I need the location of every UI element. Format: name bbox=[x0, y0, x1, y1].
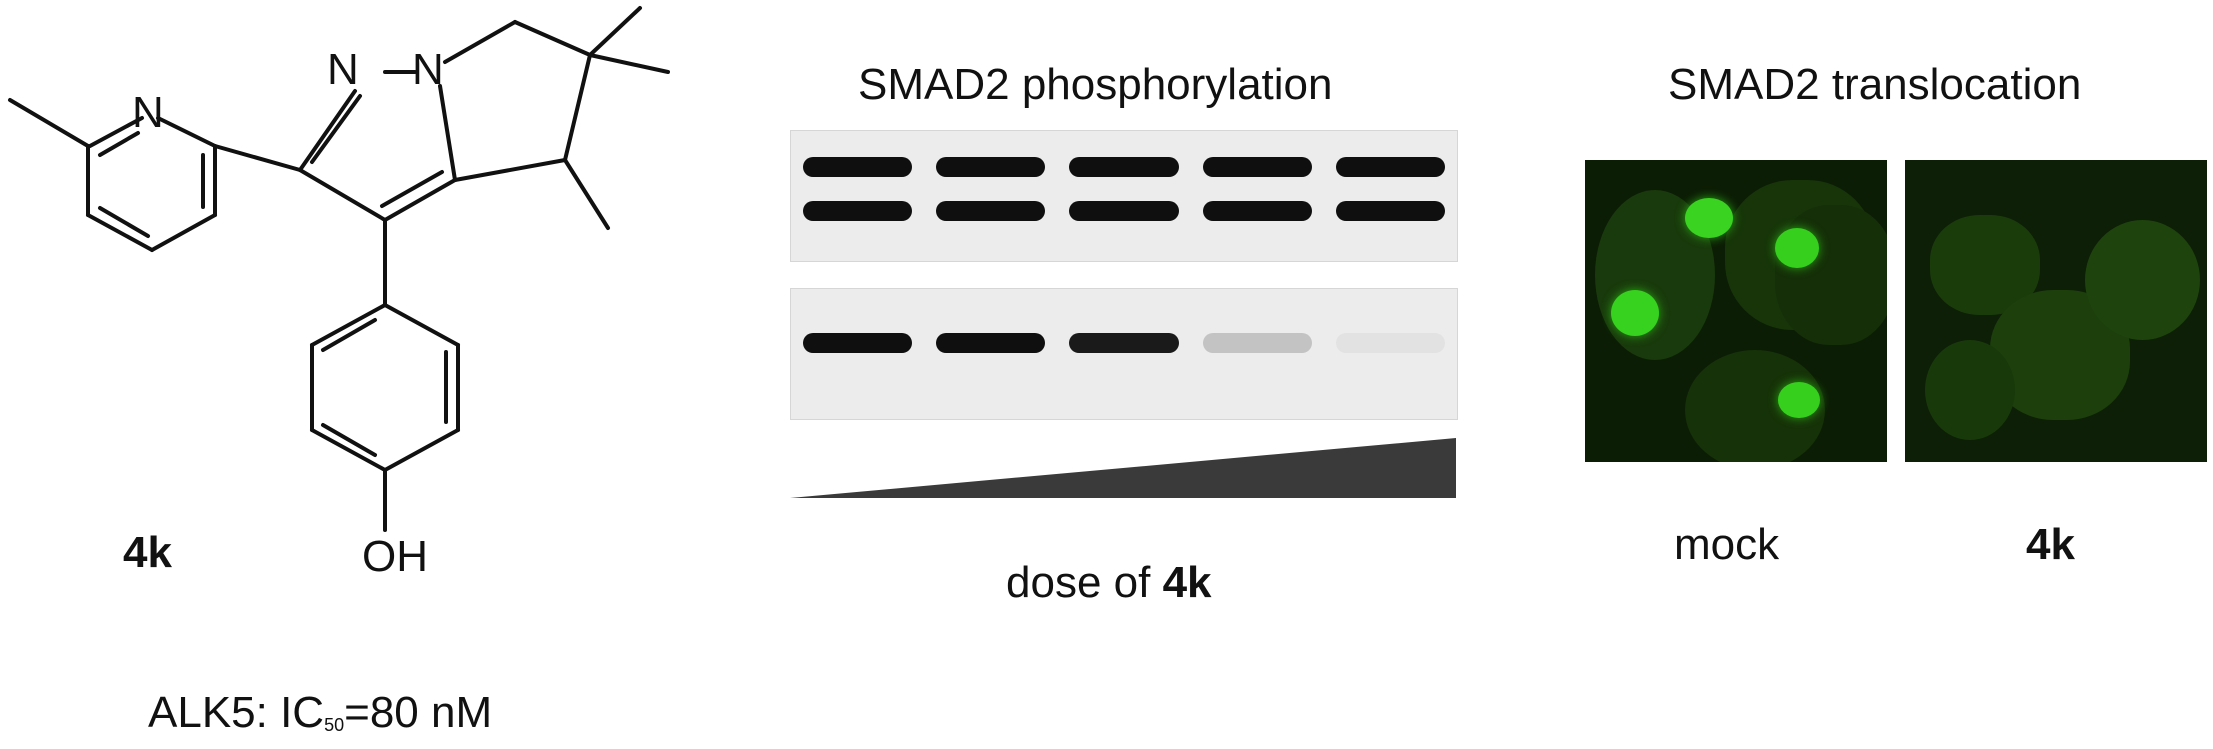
nucleus-3 bbox=[1611, 290, 1659, 336]
bottom-band-lane-1 bbox=[803, 333, 913, 353]
atom-label-n-pyridine: N bbox=[132, 88, 164, 137]
chemical-structure bbox=[8, 6, 670, 532]
atom-label-n-pyrazole-2: N bbox=[412, 45, 444, 94]
bottom-band-row bbox=[791, 289, 1457, 419]
ic50-prefix: ALK5: IC bbox=[148, 688, 325, 737]
top-band-lane-3-row-2 bbox=[1069, 201, 1179, 221]
top-band-lane-5-row-2 bbox=[1335, 201, 1445, 221]
nucleus-4 bbox=[1778, 382, 1820, 418]
nucleus-1 bbox=[1685, 198, 1733, 238]
dose-compound: 4k bbox=[1162, 558, 1212, 607]
blot-panel-bottom bbox=[790, 288, 1458, 420]
top-band-lane-4-row-2 bbox=[1202, 201, 1312, 221]
top-band-lane-1-row-1 bbox=[803, 157, 913, 177]
ic50-subscript: 50 bbox=[324, 715, 345, 735]
compound-label: 4k bbox=[123, 528, 172, 577]
panel-label-mock: mock bbox=[1674, 520, 1780, 569]
nucleus-2 bbox=[1775, 228, 1819, 268]
bottom-band-lane-5 bbox=[1335, 333, 1445, 353]
micrograph-mock bbox=[1585, 160, 1887, 462]
bottom-band-lane-2 bbox=[936, 333, 1046, 353]
micrograph-4k bbox=[1905, 160, 2207, 462]
top-band-lane-2-row-1 bbox=[936, 157, 1046, 177]
blot-panel-top bbox=[790, 130, 1458, 262]
top-band-lane-5-row-1 bbox=[1335, 157, 1445, 177]
top-band-row bbox=[791, 131, 1457, 261]
top-band-lane-1-row-2 bbox=[803, 201, 913, 221]
top-band-lane-2-row-2 bbox=[936, 201, 1046, 221]
top-band-lane-4-row-1 bbox=[1202, 157, 1312, 177]
panel-label-4k: 4k bbox=[2026, 520, 2075, 569]
dose-label: dose of 4k bbox=[1006, 558, 1212, 608]
ic50-annotation: ALK5: IC50=80 nM bbox=[148, 688, 492, 738]
ic50-value: =80 nM bbox=[344, 688, 493, 737]
bottom-band-lane-4 bbox=[1202, 333, 1312, 353]
blot-title: SMAD2 phosphorylation bbox=[858, 60, 1333, 109]
translocation-title: SMAD2 translocation bbox=[1668, 60, 2082, 109]
atom-label-oh: OH bbox=[362, 532, 428, 581]
top-band-lane-3-row-1 bbox=[1069, 157, 1179, 177]
dose-prefix: dose of bbox=[1006, 558, 1163, 607]
atom-label-n-pyrazole-1: N bbox=[327, 45, 359, 94]
bottom-band-lane-3 bbox=[1069, 333, 1179, 353]
